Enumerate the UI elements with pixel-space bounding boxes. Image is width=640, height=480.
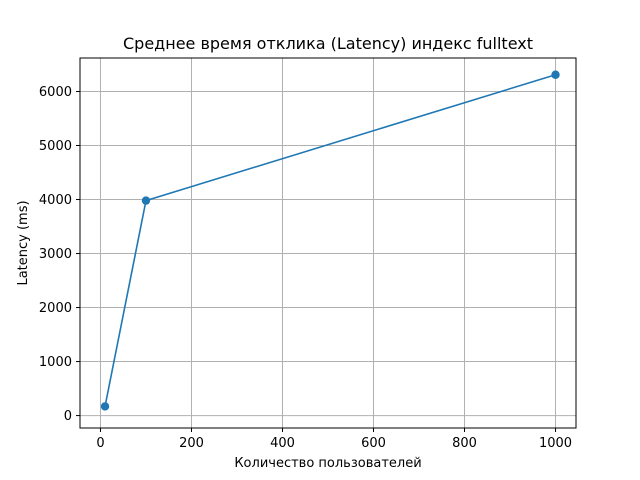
- y-tick-label: 0: [64, 409, 72, 424]
- x-tick-label: 0: [96, 436, 104, 451]
- y-tick-label: 2000: [39, 301, 72, 316]
- y-tick-label: 1000: [39, 355, 72, 370]
- series-layer: [100, 70, 560, 411]
- y-tick-label: 6000: [39, 85, 72, 100]
- x-tick-label: 1000: [539, 436, 572, 451]
- series-line: [104, 73, 556, 407]
- y-tick-label: 4000: [39, 193, 72, 208]
- data-point: [551, 70, 560, 79]
- y-axis-ticks: 0 1000 2000 3000 4000 5000 6000: [39, 85, 80, 424]
- data-point: [100, 402, 110, 411]
- y-tick-label: 3000: [39, 247, 72, 262]
- chart-title: Среднее время отклика (Latency) индекс f…: [123, 34, 533, 53]
- grid: [80, 58, 576, 428]
- x-tick-label: 200: [179, 436, 204, 451]
- x-axis-label: Количество пользователей: [234, 456, 421, 471]
- y-tick-label: 5000: [39, 139, 72, 154]
- x-tick-label: 800: [452, 436, 477, 451]
- x-axis-ticks: 0 200 400 600 800 1000: [96, 428, 572, 451]
- data-point: [141, 196, 151, 205]
- y-axis-label: Latency (ms): [16, 200, 31, 285]
- x-tick-label: 400: [270, 436, 295, 451]
- plot-frame: [79, 57, 577, 429]
- x-tick-label: 600: [361, 436, 386, 451]
